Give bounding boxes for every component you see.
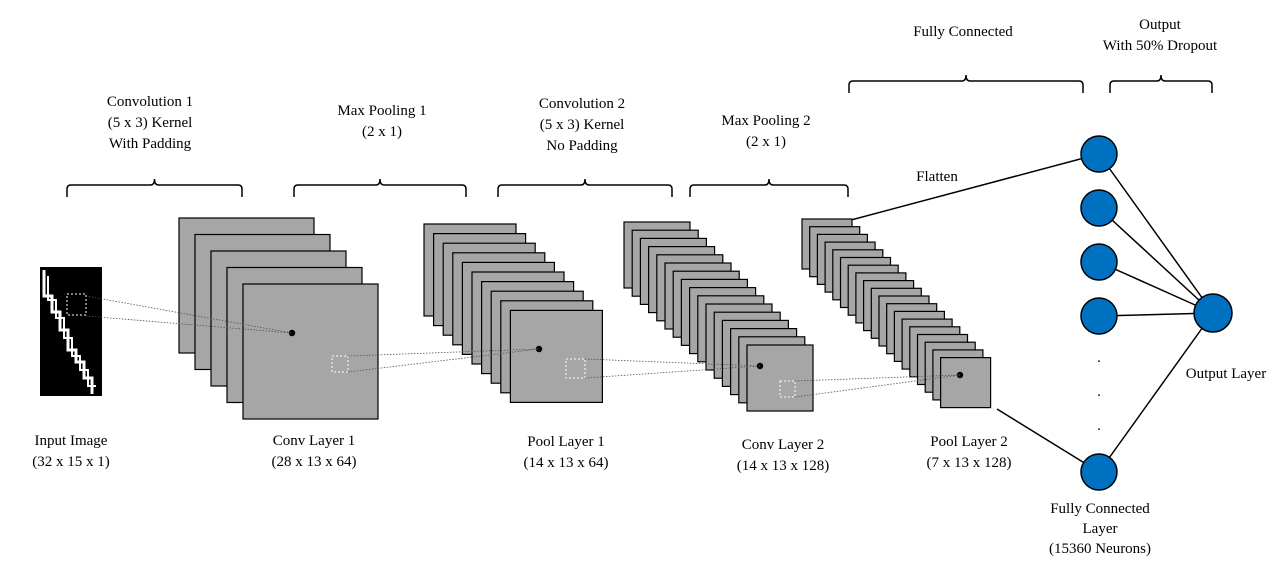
conv-layer-2-stack: [623, 221, 814, 412]
header-pool1: (2 x 1): [362, 124, 402, 140]
label-pool-layer-2: (7 x 13 x 128): [927, 455, 1012, 471]
input-image-group: [40, 267, 102, 396]
projection-line: [347, 348, 540, 357]
flatten-line: [996, 408, 1100, 473]
handwriting-stroke: [47, 276, 96, 387]
projection-line: [794, 374, 961, 382]
kernel-window: [66, 293, 87, 316]
input-image: [40, 267, 102, 396]
pool-layer-1-stack-map: [509, 309, 603, 403]
feature-map-stacks: [178, 217, 992, 420]
bracket-fc: [848, 74, 1084, 93]
neuron-icon: [1080, 189, 1118, 227]
label-fully-connected-layer: Fully Connected: [1050, 501, 1150, 517]
label-input-image: (32 x 15 x 1): [32, 454, 110, 470]
projection-line: [794, 374, 961, 398]
kernel-overlays: [85, 295, 964, 398]
neuron-icon: [1080, 243, 1118, 281]
bracket-output: [1109, 74, 1213, 93]
label-conv-layer-2: (14 x 13 x 128): [737, 458, 830, 474]
pool-layer-2-stack-map: [939, 357, 992, 409]
output-neuron-icon: [1193, 293, 1233, 333]
header-conv1: With Padding: [109, 136, 192, 152]
header-conv2: No Padding: [546, 138, 618, 154]
flatten-line: [850, 153, 1100, 221]
label-output-layer: Output Layer: [1186, 366, 1266, 382]
projection-line: [85, 315, 293, 334]
label-pool-layer-1: (14 x 13 x 64): [524, 455, 609, 471]
connection-line: [1098, 312, 1214, 473]
fully-connected-group: [1080, 135, 1233, 491]
header-output: Output: [1139, 17, 1182, 33]
bracket-pool1: [293, 178, 467, 197]
ellipsis-dot: .: [1097, 384, 1101, 400]
neuron-icon: [1080, 135, 1118, 173]
bracket-pool2: [689, 178, 849, 197]
header-conv1: (5 x 3) Kernel: [108, 115, 193, 131]
conv-layer-1-stack: [178, 217, 379, 420]
header-conv2: (5 x 3) Kernel: [540, 117, 625, 133]
bracket-conv2: [497, 178, 673, 197]
conv-layer-2-stack-map: [746, 344, 814, 412]
header-pool2: Max Pooling 2: [721, 113, 810, 129]
kernel-window: [331, 355, 349, 373]
header-pool2: (2 x 1): [746, 134, 786, 150]
conv-layer-1-stack-map: [242, 283, 379, 420]
label-conv-layer-2: Conv Layer 2: [742, 437, 824, 453]
header-conv2: Convolution 2: [539, 96, 625, 112]
ellipsis-dot: .: [1097, 418, 1101, 434]
projection-line: [347, 348, 540, 373]
kernel-window: [779, 380, 796, 398]
connection-line: [1098, 153, 1214, 314]
projection-line: [584, 358, 761, 367]
label-pool-layer-2: Pool Layer 2: [930, 434, 1007, 450]
connection-line: [1098, 207, 1214, 314]
neuron-icon: [1080, 297, 1118, 335]
label-conv-layer-1: Conv Layer 1: [273, 433, 355, 449]
text-labels: ... Convolution 1 (5 x 3) Kernel With Paddi…: [32, 17, 1266, 557]
pool-layer-1-stack: [423, 223, 603, 403]
pool-layer-2-stack: [801, 218, 992, 409]
header-output: With 50% Dropout: [1103, 38, 1218, 54]
label-fully-connected-layer: (15360 Neurons): [1049, 541, 1151, 557]
label-input-image: Input Image: [35, 433, 108, 449]
label-conv-layer-1: (28 x 13 x 64): [272, 454, 357, 470]
label-fully-connected-layer: Layer: [1083, 521, 1118, 537]
stage-brackets: [66, 74, 1213, 197]
projection-line: [85, 295, 293, 334]
label-pool-layer-1: Pool Layer 1: [527, 434, 604, 450]
header-pool1: Max Pooling 1: [337, 103, 426, 119]
receptive-point: [288, 329, 296, 337]
handwriting-stroke: [42, 270, 94, 394]
header-fc: Fully Connected: [913, 24, 1013, 40]
kernel-window: [565, 358, 586, 379]
header-conv1: Convolution 1: [107, 94, 193, 110]
label-flatten: Flatten: [916, 169, 958, 185]
ellipsis-dot: .: [1097, 350, 1101, 366]
bracket-conv1: [66, 178, 243, 197]
neuron-icon: [1080, 453, 1118, 491]
connection-line: [1098, 261, 1214, 314]
projection-line: [584, 365, 761, 379]
connection-lines: [850, 153, 1214, 473]
